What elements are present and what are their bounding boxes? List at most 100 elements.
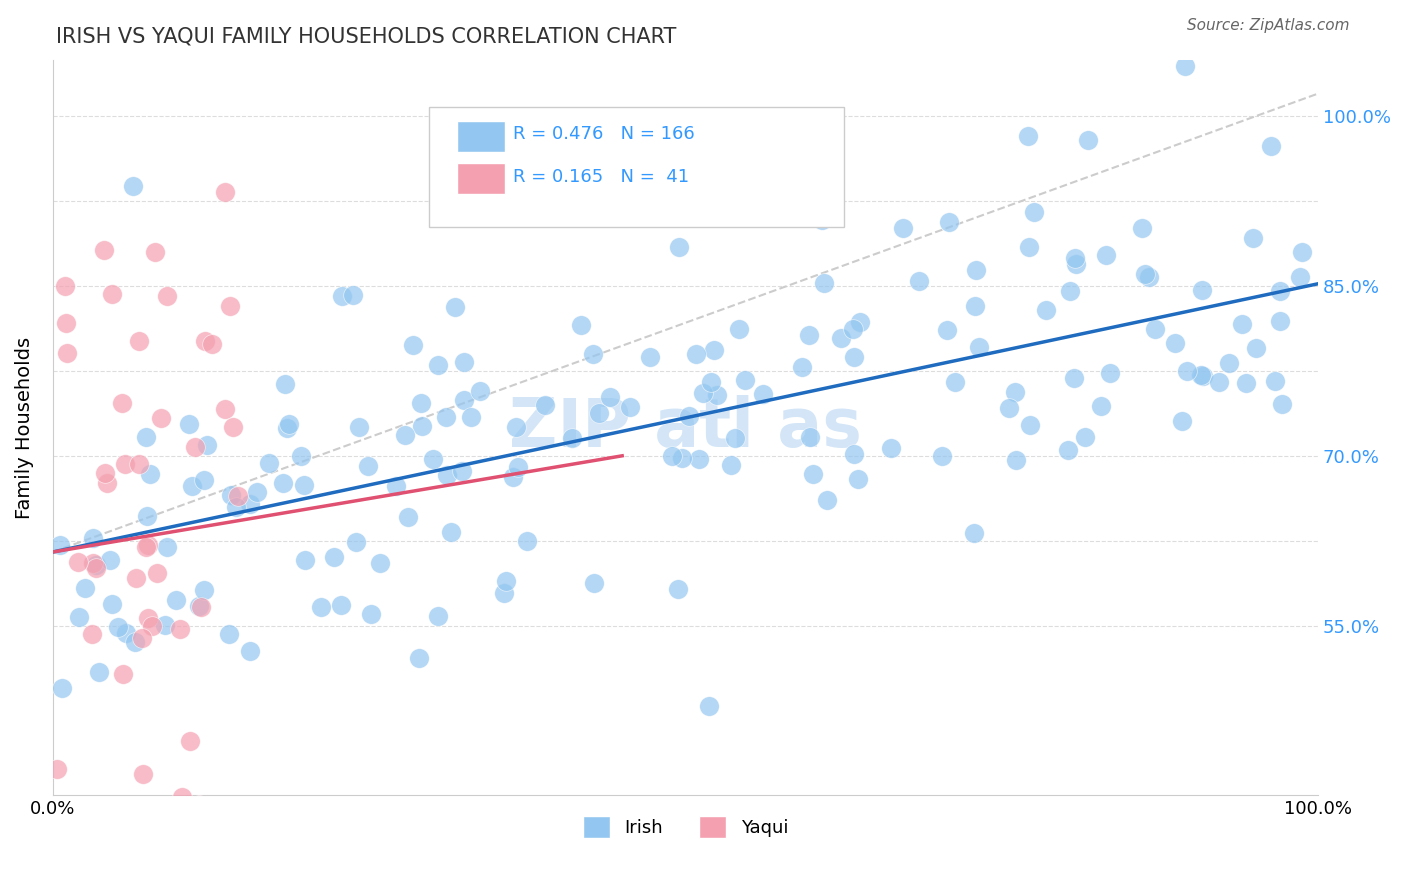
Point: [561, 431, 583, 445]
Point: [1191, 283, 1213, 297]
Point: [846, 472, 869, 486]
Point: [128, 457, 150, 471]
Point: [135, 540, 157, 554]
Point: [360, 607, 382, 621]
Point: [848, 315, 870, 329]
Point: [292, 477, 315, 491]
Point: [640, 350, 662, 364]
Legend: Irish, Yaqui: Irish, Yaqui: [575, 809, 796, 846]
Text: IRISH VS YAQUI FAMILY HOUSEHOLDS CORRELATION CHART: IRISH VS YAQUI FAMILY HOUSEHOLDS CORRELA…: [56, 27, 676, 46]
Point: [1192, 369, 1215, 384]
Point: [1268, 314, 1291, 328]
Point: [678, 409, 700, 424]
Point: [582, 576, 605, 591]
Point: [112, 666, 135, 681]
Point: [1063, 371, 1085, 385]
Point: [128, 334, 150, 349]
Point: [803, 467, 825, 481]
Point: [963, 526, 986, 541]
Point: [502, 470, 524, 484]
Point: [1019, 417, 1042, 432]
Point: [1130, 220, 1153, 235]
Point: [100, 597, 122, 611]
Point: [720, 458, 742, 472]
Point: [703, 343, 725, 357]
Point: [619, 400, 641, 414]
Point: [588, 406, 610, 420]
Point: [342, 288, 364, 302]
Point: [125, 571, 148, 585]
Point: [153, 618, 176, 632]
Point: [98, 553, 121, 567]
Point: [214, 402, 236, 417]
Point: [188, 599, 211, 613]
Point: [842, 322, 865, 336]
Point: [965, 263, 987, 277]
Point: [998, 401, 1021, 416]
Point: [107, 620, 129, 634]
Point: [495, 574, 517, 588]
Point: [201, 336, 224, 351]
Point: [169, 622, 191, 636]
Point: [508, 460, 530, 475]
Point: [239, 497, 262, 511]
Point: [294, 553, 316, 567]
Point: [1189, 368, 1212, 382]
Point: [122, 179, 145, 194]
Point: [844, 447, 866, 461]
Text: Source: ZipAtlas.com: Source: ZipAtlas.com: [1187, 18, 1350, 33]
Point: [1073, 430, 1095, 444]
Point: [599, 390, 621, 404]
Point: [218, 299, 240, 313]
Point: [396, 510, 419, 524]
Point: [347, 420, 370, 434]
Point: [582, 347, 605, 361]
Point: [228, 489, 250, 503]
Point: [193, 582, 215, 597]
Point: [225, 500, 247, 514]
Point: [218, 627, 240, 641]
Point: [1208, 376, 1230, 390]
Point: [1234, 376, 1257, 390]
Point: [411, 396, 433, 410]
Point: [187, 797, 209, 812]
Point: [156, 540, 179, 554]
Point: [1064, 251, 1087, 265]
Point: [311, 599, 333, 614]
Text: R = 0.165   N =  41: R = 0.165 N = 41: [513, 168, 689, 186]
Point: [277, 417, 299, 431]
Point: [156, 289, 179, 303]
Point: [357, 458, 380, 473]
Y-axis label: Family Households: Family Households: [15, 336, 34, 518]
Point: [688, 451, 710, 466]
Point: [214, 185, 236, 199]
Point: [668, 240, 690, 254]
Point: [179, 417, 201, 432]
Point: [936, 323, 959, 337]
Point: [330, 289, 353, 303]
Point: [965, 299, 987, 313]
Point: [276, 420, 298, 434]
Point: [468, 384, 491, 399]
Point: [799, 430, 821, 444]
Point: [1171, 414, 1194, 428]
Point: [257, 456, 280, 470]
Point: [685, 347, 707, 361]
Point: [1271, 397, 1294, 411]
Point: [131, 631, 153, 645]
Point: [394, 428, 416, 442]
Point: [56, 346, 79, 360]
Point: [132, 767, 155, 781]
Point: [322, 549, 344, 564]
Point: [165, 593, 187, 607]
Point: [115, 625, 138, 640]
Point: [813, 276, 835, 290]
Point: [368, 556, 391, 570]
Point: [494, 586, 516, 600]
Point: [136, 509, 159, 524]
Point: [290, 449, 312, 463]
Point: [67, 610, 90, 624]
Point: [671, 451, 693, 466]
Point: [724, 431, 747, 445]
Point: [1098, 366, 1121, 380]
